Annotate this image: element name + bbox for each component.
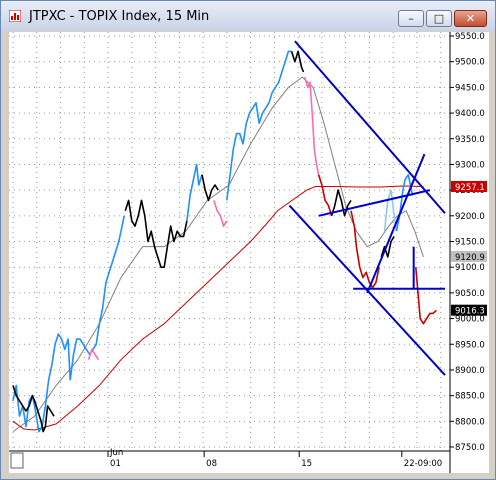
y-tick-label: 8950.0 bbox=[455, 340, 485, 350]
price-segment bbox=[87, 348, 99, 361]
y-tick-label: 9000.0 bbox=[455, 315, 485, 325]
y-tick-label: 9400.0 bbox=[455, 109, 485, 119]
price-segment bbox=[383, 189, 398, 232]
series-layer bbox=[12, 50, 437, 433]
price-segment bbox=[415, 267, 437, 325]
scroll-thumb[interactable] bbox=[10, 452, 24, 469]
price-tag: 9120.9 bbox=[451, 250, 487, 263]
y-tick-label: 9150.0 bbox=[455, 238, 485, 248]
price-segment bbox=[330, 189, 352, 217]
chart-background bbox=[9, 32, 489, 473]
maximize-button[interactable]: □ bbox=[426, 10, 452, 27]
y-tick-label: 9200.0 bbox=[455, 212, 485, 222]
price-chart[interactable]: 8750.0 8800.0 8850.0 8900.0 8950.0 9000.0 9050… bbox=[9, 32, 489, 473]
chart-app-icon bbox=[9, 10, 21, 22]
trend-line[interactable] bbox=[366, 153, 426, 294]
x-axis: 01 08 15 22-09:00 Jun bbox=[107, 448, 442, 469]
y-tick-label: 8800.0 bbox=[455, 417, 485, 427]
y-tick-label: 9300.0 bbox=[455, 160, 485, 170]
price-segment bbox=[201, 174, 219, 202]
y-tick-label: 9100.0 bbox=[455, 263, 485, 273]
price-tag-label: 9257.1 bbox=[455, 183, 485, 193]
price-tag-box bbox=[451, 180, 487, 192]
y-tick-label: 9350.0 bbox=[455, 135, 485, 145]
y-tick-label: 9050.0 bbox=[455, 289, 485, 299]
y-axis: 8750.0 8800.0 8850.0 8900.0 8950.0 9000.0 9050… bbox=[450, 32, 485, 453]
annotation-layer[interactable] bbox=[288, 40, 446, 376]
price-segment bbox=[186, 163, 203, 221]
trend-line[interactable] bbox=[294, 40, 446, 214]
price-segment bbox=[226, 50, 292, 201]
price-labels: 9257.1 9120.9 9016.3 bbox=[451, 180, 487, 317]
chart-area[interactable]: 8750.0 8800.0 8850.0 8900.0 8950.0 9000.0 9050… bbox=[9, 32, 489, 473]
title-bar[interactable]: JTPXC - TOPIX Index, 15 Min – □ ✕ bbox=[1, 1, 495, 31]
price-tag: 9257.1 bbox=[451, 180, 487, 193]
price-segment bbox=[303, 76, 320, 175]
price-segment bbox=[213, 200, 228, 227]
slow-moving-average-line bbox=[12, 185, 424, 431]
price-segment bbox=[380, 235, 395, 258]
price-segment bbox=[12, 385, 55, 433]
maximize-icon: □ bbox=[433, 12, 445, 25]
close-icon: ✕ bbox=[465, 12, 476, 25]
price-segment bbox=[350, 210, 380, 289]
window-title: JTPXC - TOPIX Index, 15 Min bbox=[29, 9, 210, 24]
x-tick-label: 01 bbox=[110, 459, 121, 469]
x-tick-label: 22-09:00 bbox=[404, 459, 442, 469]
trend-line[interactable] bbox=[318, 189, 431, 217]
close-button[interactable]: ✕ bbox=[454, 10, 487, 27]
minimize-button[interactable]: – bbox=[398, 10, 424, 27]
grid bbox=[9, 32, 450, 451]
price-segment bbox=[317, 174, 333, 217]
x-tick-label: 15 bbox=[301, 459, 312, 469]
minimize-icon: – bbox=[408, 12, 414, 25]
price-tag-label: 9016.3 bbox=[455, 307, 485, 317]
price-tag-box bbox=[451, 304, 487, 316]
x-tick-label: 08 bbox=[206, 459, 217, 469]
price-segment bbox=[69, 215, 125, 381]
y-tick-label: 9450.0 bbox=[455, 83, 485, 93]
price-tag: 9016.3 bbox=[451, 304, 487, 317]
month-label: Jun bbox=[109, 448, 123, 458]
y-tick-label: 8900.0 bbox=[455, 366, 485, 376]
price-segment bbox=[124, 199, 188, 268]
price-tag-box bbox=[451, 250, 487, 262]
y-tick-label: 9550.0 bbox=[455, 32, 485, 42]
price-tag-label: 9120.9 bbox=[455, 253, 485, 263]
y-tick-label: 9500.0 bbox=[455, 58, 485, 68]
price-segment bbox=[290, 50, 305, 73]
y-tick-label: 8750.0 bbox=[455, 443, 485, 453]
y-tick-label: 8850.0 bbox=[455, 392, 485, 402]
